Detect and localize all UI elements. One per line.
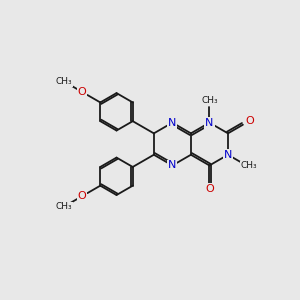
Text: N: N bbox=[168, 160, 177, 170]
Text: O: O bbox=[77, 87, 86, 97]
Text: N: N bbox=[168, 118, 177, 128]
Text: CH₃: CH₃ bbox=[241, 161, 257, 170]
Text: O: O bbox=[205, 184, 214, 194]
Text: N: N bbox=[205, 118, 214, 128]
Text: N: N bbox=[224, 150, 232, 160]
Text: CH₃: CH₃ bbox=[201, 96, 218, 105]
Text: CH₃: CH₃ bbox=[56, 77, 72, 86]
Text: O: O bbox=[77, 191, 86, 201]
Text: CH₃: CH₃ bbox=[56, 202, 72, 211]
Text: O: O bbox=[245, 116, 254, 127]
